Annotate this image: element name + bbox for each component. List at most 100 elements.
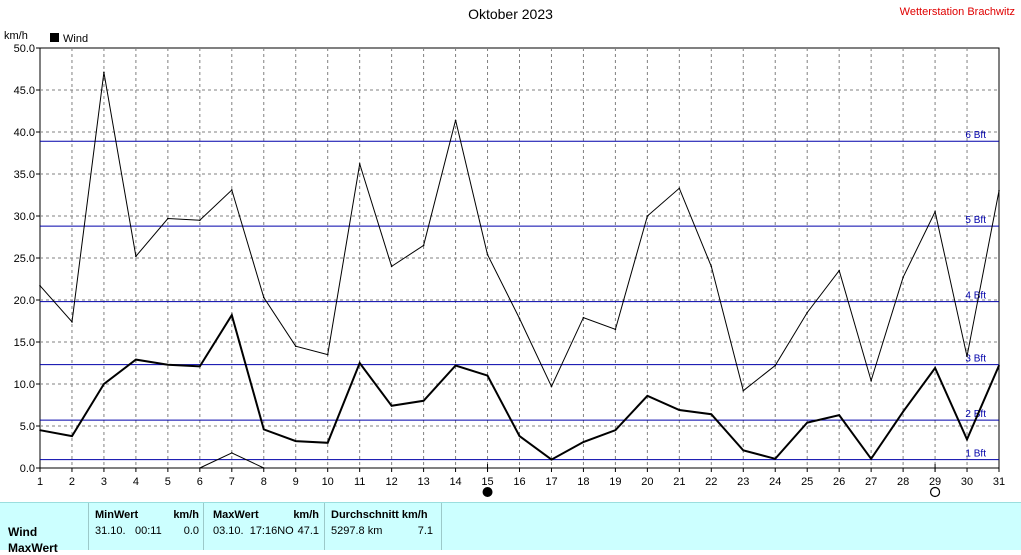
data-point: [486, 374, 489, 377]
data-point: [294, 440, 297, 442]
data-point: [870, 379, 872, 382]
x-tick-label: 12: [386, 476, 398, 488]
data-point: [518, 467, 521, 469]
x-tick-label: 6: [197, 476, 203, 488]
data-point: [742, 449, 745, 452]
data-point: [358, 163, 361, 165]
min-header: MinWert: [95, 509, 139, 521]
data-point: [934, 211, 936, 213]
data-point: [199, 365, 201, 368]
x-tick-label: 8: [261, 476, 267, 488]
x-tick-label: 13: [417, 476, 429, 488]
data-point: [998, 190, 1000, 192]
data-point: [934, 367, 936, 369]
data-point: [262, 296, 265, 299]
new-moon-icon: [482, 487, 493, 497]
data-point: [167, 363, 169, 366]
legend-label: Wind: [63, 33, 88, 45]
beaufort-label: 1 Bft: [965, 449, 986, 460]
max-column: MaxWert km/h 03.10. 17:16NO 47.1: [203, 503, 324, 550]
data-point: [103, 383, 105, 385]
beaufort-label: 4 Bft: [965, 291, 986, 302]
data-point: [774, 364, 777, 367]
data-point: [870, 457, 872, 460]
data-point: [231, 452, 233, 454]
data-point: [103, 71, 105, 74]
data-point: [422, 244, 425, 247]
data-point: [518, 435, 521, 437]
x-tick-label: 22: [705, 476, 717, 488]
data-point: [262, 467, 265, 469]
x-tick-label: 9: [293, 476, 299, 488]
y-tick-label: 20.0: [14, 295, 35, 307]
y-tick-label: 5.0: [20, 421, 35, 433]
avg-distance: 5297.8 km: [331, 525, 383, 537]
data-point: [454, 364, 457, 367]
min-time: 00:11: [135, 525, 162, 537]
x-tick-label: 11: [354, 476, 365, 488]
x-tick-label: 5: [165, 476, 171, 488]
data-point: [614, 328, 617, 331]
wind-chart: 1 2 3 4 5 6 7 8 9 10 11 12 13 14 15 16 17 18 19 20 21 22 23 24 2…: [4, 30, 1005, 498]
data-point: [902, 410, 904, 413]
data-point: [71, 435, 73, 437]
data-point: [710, 265, 713, 268]
x-tick-label: 31: [993, 476, 1005, 488]
x-tick-label: 21: [673, 476, 685, 488]
stats-panel: Wind MaxWert MinWert km/h 31.10. 00:11 0…: [0, 502, 1021, 555]
data-point: [135, 255, 137, 258]
x-tick-label: 25: [801, 476, 813, 488]
data-point: [838, 269, 840, 272]
avg-header: Durchschnitt km/h: [331, 509, 428, 521]
x-tick-label: 3: [101, 476, 107, 488]
data-point: [390, 405, 393, 407]
data-point: [231, 189, 233, 191]
avg-value: 7.1: [417, 525, 433, 537]
data-point: [199, 467, 201, 469]
data-point: [966, 438, 968, 441]
min-date: 31.10.: [95, 525, 126, 537]
x-tick-label: 1: [37, 476, 43, 488]
x-tick-label: 23: [737, 476, 749, 488]
stats-row-wind: Wind: [8, 525, 38, 539]
x-tick-label: 17: [545, 476, 557, 488]
data-point: [646, 394, 649, 397]
y-tick-label: 30.0: [14, 211, 35, 223]
data-point: [294, 345, 297, 348]
min-column: MinWert km/h 31.10. 00:11 0.0: [88, 503, 203, 550]
beaufort-label: 6 Bft: [965, 130, 986, 141]
data-point: [422, 400, 425, 402]
data-point: [806, 421, 808, 424]
y-axis-label: km/h: [4, 30, 28, 42]
data-point: [262, 428, 265, 431]
x-tick-label: 16: [513, 476, 525, 488]
data-point: [71, 321, 73, 323]
x-tick-label: 18: [577, 476, 589, 488]
x-tick-label: 24: [769, 476, 781, 488]
max-datetime: 03.10. 17:16NO: [213, 525, 294, 537]
data-point: [231, 314, 233, 316]
data-point: [39, 284, 41, 287]
chart-title: Oktober 2023: [468, 6, 553, 22]
data-point: [550, 385, 553, 388]
y-tick-label: 35.0: [14, 169, 35, 181]
data-point: [998, 364, 1000, 367]
x-tick-label: 15: [481, 476, 493, 488]
data-point: [135, 358, 137, 361]
x-tick-label: 27: [865, 476, 877, 488]
data-point: [966, 355, 968, 358]
data-point: [742, 389, 745, 392]
data-point: [710, 413, 713, 416]
data-point: [486, 253, 489, 256]
x-tick-label: 19: [609, 476, 621, 488]
x-tick-label: 2: [69, 476, 75, 488]
data-point: [167, 217, 169, 220]
y-tick-label: 40.0: [14, 127, 35, 139]
y-tick-label: 10.0: [14, 379, 35, 391]
y-tick-label: 45.0: [14, 85, 35, 97]
stats-row-max: MaxWert: [8, 541, 58, 555]
max-value: 47.1: [297, 525, 319, 537]
x-tick-label: 10: [322, 476, 334, 488]
data-point: [774, 457, 777, 460]
data-point: [678, 187, 681, 190]
